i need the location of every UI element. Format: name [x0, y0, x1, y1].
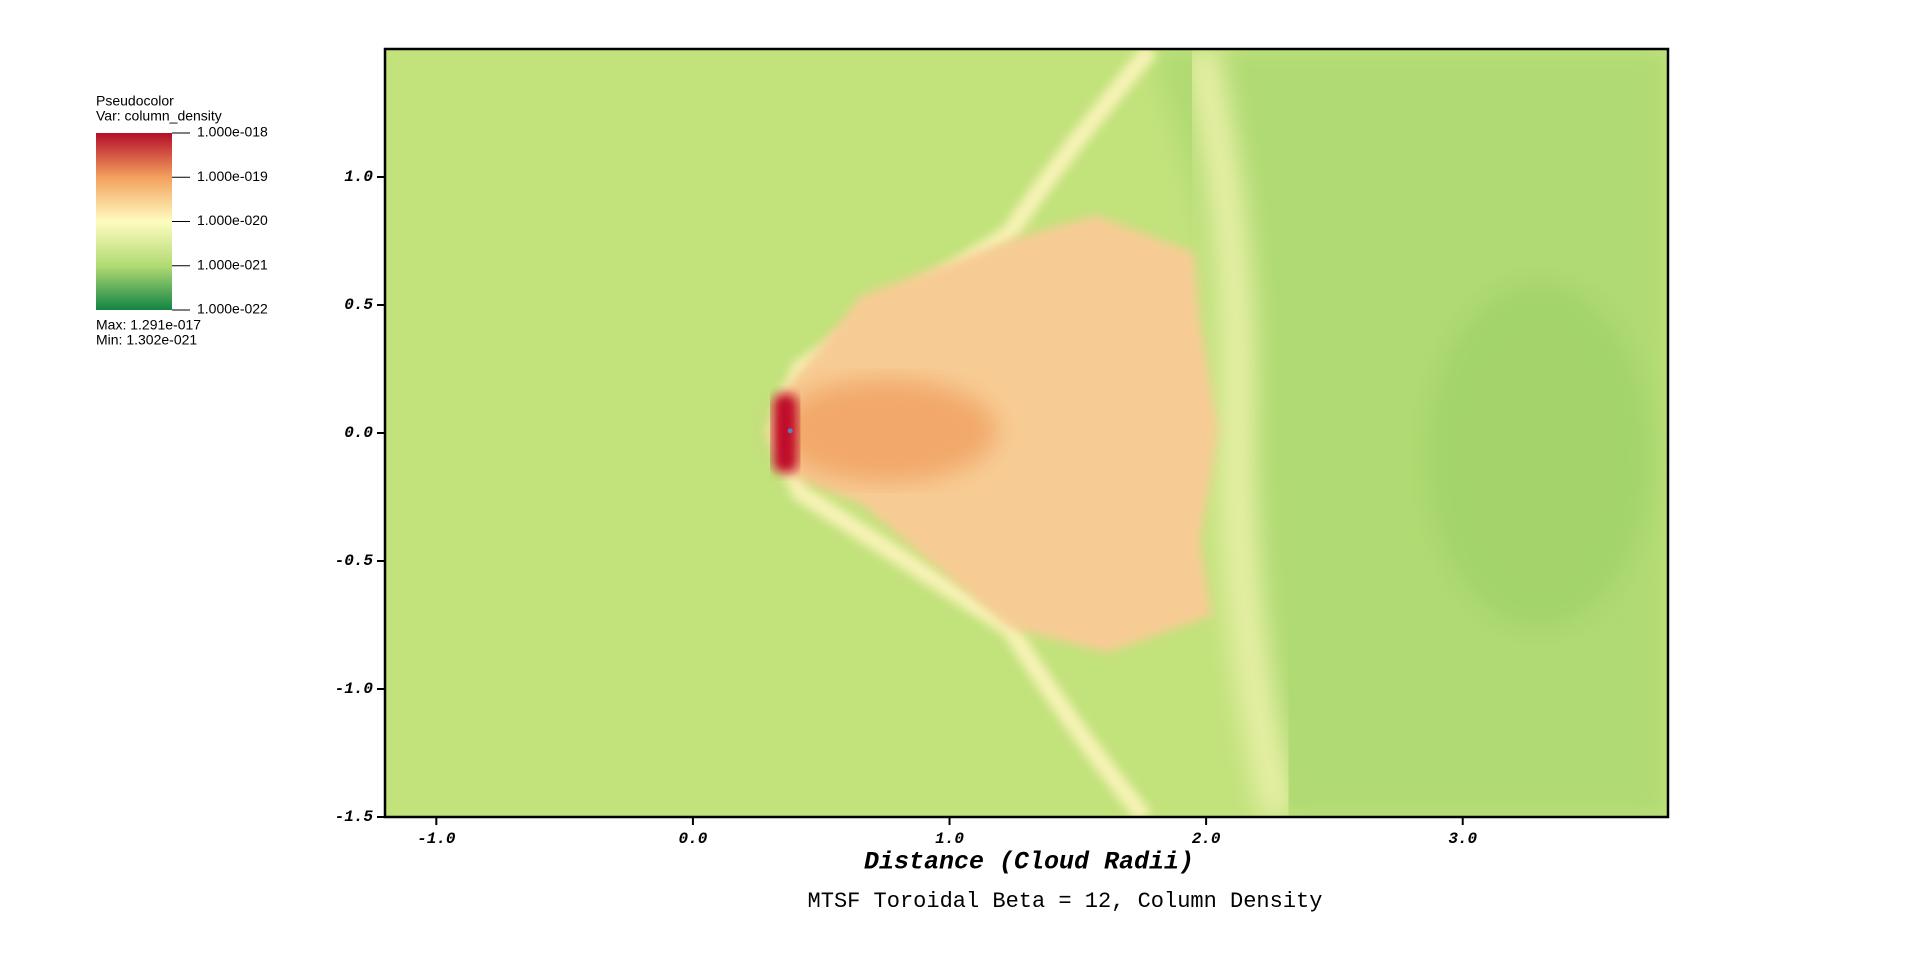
x-tick-label: 2.0 — [1192, 830, 1221, 848]
colorbar-tick-label: 1.000e-021 — [197, 256, 268, 272]
x-tick-label: -1.0 — [417, 830, 456, 848]
field — [385, 49, 1668, 818]
colorbar — [96, 133, 172, 310]
colorbar-tick-label: 1.000e-019 — [197, 168, 268, 184]
colorbar-tick-label: 1.000e-022 — [197, 301, 268, 317]
y-tick-label: -0.5 — [335, 552, 374, 570]
legend-variable: Var: column_density — [96, 108, 222, 124]
legend-title: Pseudocolor — [96, 93, 174, 109]
x-tick-label: 0.0 — [679, 830, 708, 848]
y-tick-label: 1.0 — [344, 168, 373, 186]
y-tick-label: 0.5 — [344, 296, 373, 314]
colorbar-tick-label: 1.000e-020 — [197, 212, 268, 228]
x-tick-label: 1.0 — [935, 830, 964, 848]
legend-min: Min: 1.302e-021 — [96, 332, 197, 348]
colorbar-tick-label: 1.000e-018 — [197, 124, 268, 140]
x-tick-label: 3.0 — [1448, 830, 1477, 848]
y-tick-label: -1.5 — [335, 808, 374, 826]
y-tick-label: 0.0 — [344, 424, 373, 442]
x-axis-label: Distance (Cloud Radii) — [864, 848, 1194, 877]
legend-max: Max: 1.291e-017 — [96, 317, 201, 333]
chart-title: MTSF Toroidal Beta = 12, Column Density — [808, 889, 1323, 914]
y-tick-label: -1.0 — [335, 680, 374, 698]
